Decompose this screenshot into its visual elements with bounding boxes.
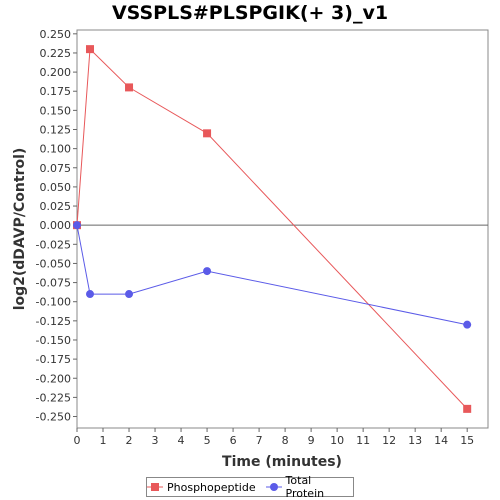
data-point-total-protein xyxy=(463,320,472,329)
y-tick-label: -0.125 xyxy=(36,315,71,328)
y-tick-label: -0.225 xyxy=(36,391,71,404)
x-axis: 0 1 2 3 4 5 6 7 8 9 10 11 12 13 14 15 xyxy=(74,428,474,447)
data-point-phosphopeptide xyxy=(125,83,134,92)
data-point-phosphopeptide xyxy=(463,404,472,413)
x-tick-label: 13 xyxy=(408,434,422,447)
y-tick-label: -0.025 xyxy=(36,238,71,251)
y-tick-label: 0.050 xyxy=(40,181,72,194)
y-tick-label: -0.075 xyxy=(36,277,71,290)
x-tick-label: 6 xyxy=(230,434,237,447)
plot-area xyxy=(76,29,489,429)
y-axis-label: log2(dDAVP/Control) xyxy=(12,148,28,311)
x-tick-label: 1 xyxy=(100,434,107,447)
y-tick-label: -0.150 xyxy=(36,334,71,347)
y-tick-label: 0.075 xyxy=(40,162,72,175)
x-tick-label: 0 xyxy=(74,434,81,447)
y-tick-label: 0.225 xyxy=(40,47,72,60)
data-point-phosphopeptide xyxy=(203,129,212,138)
x-tick-label: 4 xyxy=(178,434,185,447)
x-tick-label: 3 xyxy=(152,434,159,447)
x-tick-label: 11 xyxy=(356,434,370,447)
x-tick-label: 14 xyxy=(434,434,448,447)
legend-square-marker-icon xyxy=(147,483,163,491)
y-tick-label: -0.250 xyxy=(36,411,71,424)
x-axis-label: Time (minutes) xyxy=(222,454,342,470)
x-tick-label: 12 xyxy=(382,434,396,447)
y-axis: 0.250 0.225 0.200 0.175 0.150 0.125 0.100 0.075… xyxy=(36,28,77,424)
data-point-total-protein xyxy=(73,221,81,230)
y-tick-label: 0.025 xyxy=(40,200,72,213)
data-point-phosphopeptide xyxy=(86,45,95,54)
x-tick-label: 8 xyxy=(282,434,289,447)
data-point-total-protein xyxy=(125,290,134,299)
legend-circle-marker-icon xyxy=(265,483,282,491)
y-tick-label: 0.250 xyxy=(40,28,72,41)
series-layer xyxy=(73,45,472,413)
y-tick-label: 0.125 xyxy=(40,124,72,137)
x-tick-label: 7 xyxy=(256,434,263,447)
y-tick-label: -0.175 xyxy=(36,353,71,366)
y-tick-label: 0.200 xyxy=(40,66,72,79)
y-tick-label: -0.100 xyxy=(36,296,71,309)
x-tick-label: 9 xyxy=(308,434,315,447)
x-tick-label: 2 xyxy=(126,434,133,447)
y-tick-label: 0.100 xyxy=(40,143,72,156)
y-tick-label: 0.150 xyxy=(40,104,72,117)
chart-title: VSSPLS#PLSPGIK(+ 3)_v1 xyxy=(111,2,389,24)
x-tick-label: 15 xyxy=(460,434,474,447)
x-tick-label: 5 xyxy=(204,434,211,447)
legend-label-phosphopeptide: Phosphopeptide xyxy=(167,480,256,494)
x-tick-label: 10 xyxy=(330,434,344,447)
y-tick-label: 0.000 xyxy=(40,219,72,232)
y-tick-label: -0.200 xyxy=(36,372,71,385)
y-tick-label: 0.175 xyxy=(40,85,72,98)
legend: Phosphopeptide Total Protein xyxy=(146,474,354,500)
legend-item-total-protein: Total Protein xyxy=(265,474,353,500)
legend-item-phosphopeptide: Phosphopeptide xyxy=(147,481,256,494)
y-tick-label: -0.050 xyxy=(36,257,71,270)
data-point-total-protein xyxy=(86,290,95,299)
legend-label-total-protein: Total Protein xyxy=(285,474,325,500)
data-point-total-protein xyxy=(203,267,212,276)
